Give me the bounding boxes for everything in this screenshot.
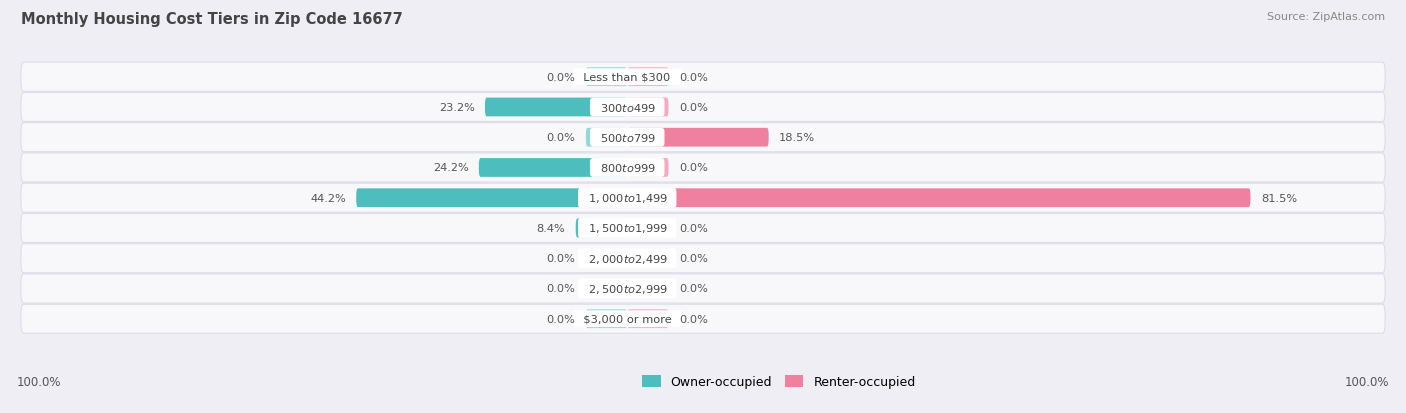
Text: $1,500 to $1,999: $1,500 to $1,999 bbox=[582, 222, 673, 235]
Text: $500 to $799: $500 to $799 bbox=[593, 132, 661, 144]
Text: Source: ZipAtlas.com: Source: ZipAtlas.com bbox=[1267, 12, 1385, 22]
Text: 0.0%: 0.0% bbox=[547, 73, 575, 83]
FancyBboxPatch shape bbox=[627, 249, 669, 268]
Text: 100.0%: 100.0% bbox=[17, 375, 62, 388]
Text: 24.2%: 24.2% bbox=[433, 163, 468, 173]
Text: 0.0%: 0.0% bbox=[679, 163, 707, 173]
FancyBboxPatch shape bbox=[586, 310, 627, 328]
Text: $300 to $499: $300 to $499 bbox=[593, 102, 661, 114]
Text: $800 to $999: $800 to $999 bbox=[593, 162, 661, 174]
FancyBboxPatch shape bbox=[479, 159, 627, 178]
Text: 0.0%: 0.0% bbox=[547, 254, 575, 263]
Text: 8.4%: 8.4% bbox=[537, 223, 565, 233]
Text: $1,000 to $1,499: $1,000 to $1,499 bbox=[582, 192, 673, 205]
Text: 0.0%: 0.0% bbox=[679, 223, 707, 233]
FancyBboxPatch shape bbox=[627, 219, 669, 238]
Text: Monthly Housing Cost Tiers in Zip Code 16677: Monthly Housing Cost Tiers in Zip Code 1… bbox=[21, 12, 404, 27]
Text: $3,000 or more: $3,000 or more bbox=[575, 314, 679, 324]
FancyBboxPatch shape bbox=[627, 68, 669, 87]
Text: 0.0%: 0.0% bbox=[679, 73, 707, 83]
FancyBboxPatch shape bbox=[21, 304, 1385, 333]
Text: 23.2%: 23.2% bbox=[439, 103, 475, 113]
FancyBboxPatch shape bbox=[586, 249, 627, 268]
FancyBboxPatch shape bbox=[627, 189, 1250, 208]
Text: 0.0%: 0.0% bbox=[679, 254, 707, 263]
Text: $2,500 to $2,999: $2,500 to $2,999 bbox=[582, 282, 673, 295]
Text: 0.0%: 0.0% bbox=[679, 103, 707, 113]
Text: 0.0%: 0.0% bbox=[679, 284, 707, 294]
FancyBboxPatch shape bbox=[21, 63, 1385, 92]
FancyBboxPatch shape bbox=[21, 93, 1385, 122]
FancyBboxPatch shape bbox=[21, 184, 1385, 213]
FancyBboxPatch shape bbox=[575, 219, 627, 238]
Legend: Owner-occupied, Renter-occupied: Owner-occupied, Renter-occupied bbox=[637, 370, 921, 393]
FancyBboxPatch shape bbox=[21, 123, 1385, 152]
FancyBboxPatch shape bbox=[627, 98, 669, 117]
FancyBboxPatch shape bbox=[627, 310, 669, 328]
FancyBboxPatch shape bbox=[21, 154, 1385, 183]
Text: 0.0%: 0.0% bbox=[547, 314, 575, 324]
FancyBboxPatch shape bbox=[586, 128, 627, 147]
FancyBboxPatch shape bbox=[21, 274, 1385, 303]
Text: 100.0%: 100.0% bbox=[1344, 375, 1389, 388]
FancyBboxPatch shape bbox=[627, 280, 669, 298]
Text: 0.0%: 0.0% bbox=[547, 284, 575, 294]
FancyBboxPatch shape bbox=[627, 159, 669, 178]
Text: 0.0%: 0.0% bbox=[547, 133, 575, 143]
Text: 0.0%: 0.0% bbox=[679, 314, 707, 324]
FancyBboxPatch shape bbox=[485, 98, 627, 117]
Text: 18.5%: 18.5% bbox=[779, 133, 815, 143]
FancyBboxPatch shape bbox=[21, 244, 1385, 273]
Text: 44.2%: 44.2% bbox=[311, 193, 346, 203]
FancyBboxPatch shape bbox=[627, 128, 769, 147]
FancyBboxPatch shape bbox=[356, 189, 627, 208]
Text: Less than $300: Less than $300 bbox=[576, 73, 678, 83]
FancyBboxPatch shape bbox=[586, 280, 627, 298]
Text: $2,000 to $2,499: $2,000 to $2,499 bbox=[582, 252, 673, 265]
FancyBboxPatch shape bbox=[21, 214, 1385, 243]
Text: 81.5%: 81.5% bbox=[1261, 193, 1296, 203]
FancyBboxPatch shape bbox=[586, 68, 627, 87]
